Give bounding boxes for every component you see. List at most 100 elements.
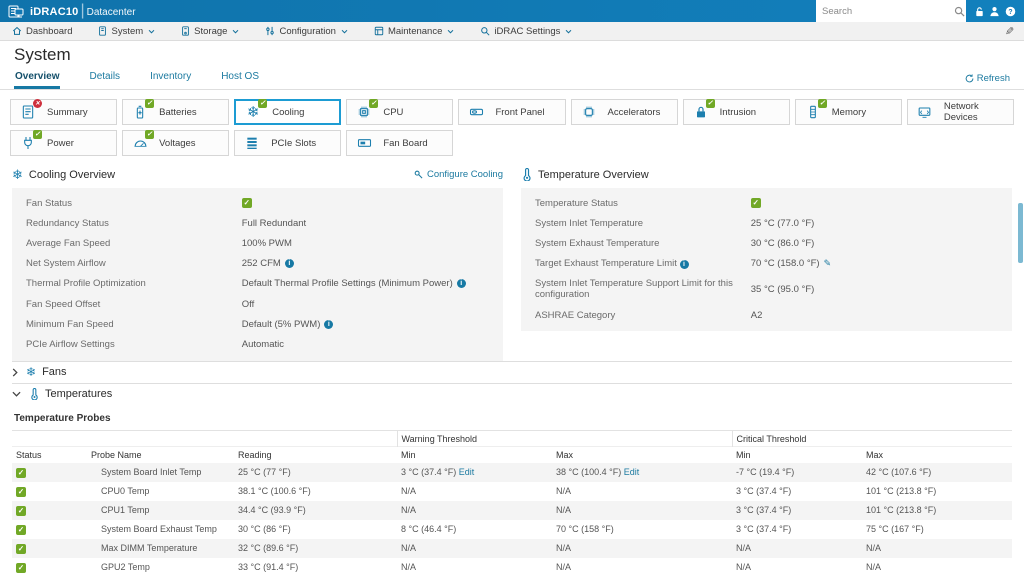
tile-network-devices[interactable]: Network Devices xyxy=(906,99,1014,125)
lock-icon[interactable] xyxy=(974,5,986,17)
edit-icon[interactable]: ✎ xyxy=(823,258,832,269)
thermometer-icon xyxy=(521,168,532,181)
status-cell xyxy=(12,463,87,482)
col-warning-min: Min xyxy=(397,445,553,463)
nav-label: Storage xyxy=(194,25,228,37)
info-icon[interactable] xyxy=(679,260,689,270)
kv-row-ashrae: ASHRAE Category A2 xyxy=(521,305,1012,325)
nav-item-idrac-settings[interactable]: iDRAC Settings xyxy=(480,26,572,37)
tile-label: PCIe Slots xyxy=(271,137,317,149)
info-icon[interactable] xyxy=(284,259,294,269)
brand-name: iDRAC10 xyxy=(30,6,79,18)
warning-min-cell: N/A xyxy=(401,543,417,553)
vertical-scrollbar[interactable] xyxy=(1018,203,1023,263)
app-header: iDRAC10|Datacenter ? xyxy=(0,0,1024,22)
tile-pcie-slots[interactable]: PCIe Slots xyxy=(234,130,342,156)
help-icon[interactable]: ? xyxy=(1004,5,1016,17)
kv-value: Full Redundant xyxy=(241,217,307,229)
kv-row-fan-status: Fan Status xyxy=(12,193,503,213)
kv-value: Default Thermal Profile Settings (Minimu… xyxy=(241,278,453,290)
user-icon[interactable] xyxy=(989,5,1001,17)
snowflake-icon: ❄ xyxy=(12,167,23,182)
tab-details[interactable]: Details xyxy=(89,71,121,82)
warning-max-cell: 38 °C (100.4 °F) Edit xyxy=(556,467,640,477)
tile-fan-board[interactable]: Fan Board xyxy=(346,130,454,156)
edit-link[interactable]: Edit xyxy=(458,467,475,477)
nav-item-storage[interactable]: Storage xyxy=(181,26,239,37)
kv-row-fan-speed-offset: Fan Speed Offset Off xyxy=(12,294,503,314)
section-title: Fans xyxy=(42,366,67,378)
configure-cooling-link[interactable]: Configure Cooling xyxy=(414,169,503,180)
kv-label: Net System Airflow xyxy=(26,258,106,270)
tile-label: Accelerators xyxy=(607,106,661,118)
warning-threshold-header: Warning Threshold xyxy=(396,429,733,446)
critical-min-cell: 3 °C (37.4 °F) xyxy=(736,505,792,515)
tile-front-panel[interactable]: Front Panel xyxy=(458,99,566,125)
status-error-badge xyxy=(33,99,42,108)
tab-inventory[interactable]: Inventory xyxy=(150,71,192,82)
nav-item-maintenance[interactable]: Maintenance xyxy=(374,26,454,37)
status-ok-badge xyxy=(145,99,155,108)
search-icon[interactable] xyxy=(954,6,965,17)
tab-overview[interactable]: Overview xyxy=(14,68,61,89)
col-critical-max: Max xyxy=(862,445,1013,463)
brand: iDRAC10 | Datacenter xyxy=(0,0,136,22)
voltages-icon xyxy=(130,130,155,152)
tile-cpu[interactable]: CPU xyxy=(346,99,454,125)
tab-host-os[interactable]: Host OS xyxy=(221,71,259,82)
tile-voltages[interactable]: Voltages xyxy=(122,130,230,156)
tile-memory[interactable]: Memory xyxy=(794,99,902,125)
nav-item-dashboard[interactable]: Dashboard xyxy=(12,26,72,37)
tab-bar: Overview Details Inventory Host OS Refre… xyxy=(0,66,1024,90)
nav-label: Configuration xyxy=(279,25,336,37)
tile-label: Front Panel xyxy=(495,106,545,118)
critical-max-cell: N/A xyxy=(866,562,882,572)
tile-power[interactable]: Power xyxy=(10,130,118,156)
pcie-slots-icon xyxy=(242,134,262,152)
status-cell xyxy=(12,539,87,558)
kv-label: Average Fan Speed xyxy=(26,237,111,249)
edit-link[interactable]: Edit xyxy=(623,467,640,477)
kv-row-inlet-support-limit: System Inlet Temperature Support Limit f… xyxy=(521,274,1012,305)
kv-row-min-fan-speed: Minimum Fan Speed Default (5% PWM) xyxy=(12,314,503,334)
info-icon[interactable] xyxy=(324,319,334,329)
search-box[interactable] xyxy=(816,0,966,22)
critical-min-cell: 3 °C (37.4 °F) xyxy=(736,486,792,496)
storage-icon xyxy=(181,26,190,36)
kv-row-redundancy: Redundancy Status Full Redundant xyxy=(12,213,503,233)
tile-label: CPU xyxy=(383,106,404,118)
nav-label: iDRAC Settings xyxy=(494,25,561,37)
fan-board-icon xyxy=(354,134,374,152)
fans-section-toggle[interactable]: ❄ Fans xyxy=(12,360,1012,383)
server-icon xyxy=(98,26,107,36)
kv-row-target-exhaust-limit: Target Exhaust Temperature Limit 70 °C (… xyxy=(521,254,1012,274)
search-input[interactable] xyxy=(822,5,954,17)
kv-value: 252 CFM xyxy=(241,258,281,270)
status-ok-icon xyxy=(16,524,26,535)
temperatures-section-toggle[interactable]: Temperatures xyxy=(12,382,1012,405)
status-ok-badge xyxy=(258,99,268,108)
col-probe-name: Probe Name xyxy=(87,445,234,463)
tile-intrusion[interactable]: Intrusion xyxy=(682,99,790,125)
nav-item-system[interactable]: System xyxy=(98,26,155,37)
brand-separator: | xyxy=(80,2,85,19)
status-ok-icon xyxy=(16,562,26,573)
refresh-button[interactable]: Refresh xyxy=(965,73,1010,89)
tile-accelerators[interactable]: Accelerators xyxy=(570,99,678,125)
tile-cooling[interactable]: ❄ Cooling xyxy=(234,99,342,125)
temperature-probes-table: Warning Threshold Critical Threshold Sta… xyxy=(12,429,1013,577)
chevron-down-icon xyxy=(565,29,572,34)
tile-label: Batteries xyxy=(159,106,197,118)
warning-min-cell: N/A xyxy=(401,505,417,515)
summary-icon xyxy=(18,99,42,121)
nav-item-configuration[interactable]: Configuration xyxy=(265,26,348,37)
kv-label: ASHRAE Category xyxy=(535,309,616,321)
tile-summary[interactable]: Summary xyxy=(10,99,118,125)
nav-label: System xyxy=(111,25,144,37)
tile-batteries[interactable]: Batteries xyxy=(122,99,230,125)
reading-cell: 25 °C (77 °F) xyxy=(238,467,291,477)
info-icon[interactable] xyxy=(456,279,466,289)
edit-pencil-icon[interactable]: ✎ xyxy=(1004,25,1014,38)
kv-label: Target Exhaust Temperature Limit xyxy=(535,258,751,270)
status-ok-badge xyxy=(33,130,42,139)
